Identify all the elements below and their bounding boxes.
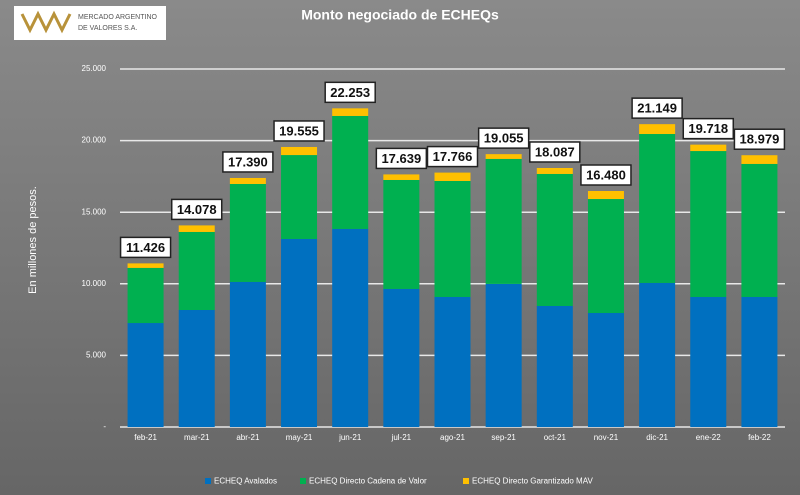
x-tick-label: sep-21: [491, 433, 516, 442]
logo-text: DE VALORES S.A.: [78, 25, 137, 32]
legend-label: ECHEQ Directo Garantizado MAV: [472, 477, 593, 486]
total-label-box: [119, 236, 172, 259]
x-tick-label: ene-22: [696, 433, 721, 442]
bar-segment: [178, 225, 215, 232]
legend-swatch: [463, 478, 469, 484]
total-label: 14.078: [177, 202, 217, 217]
bar-segment: [178, 231, 215, 311]
bar-segment: [127, 323, 164, 427]
total-label: 19.718: [688, 121, 728, 136]
total-label-box: [733, 128, 786, 150]
bar-segment: [639, 134, 676, 283]
total-label: 18.979: [740, 132, 780, 147]
total-label-box: [375, 147, 428, 170]
legend-label: ECHEQ Directo Cadena de Valor: [309, 477, 427, 486]
y-tick-label: -: [103, 422, 106, 431]
x-tick-label: feb-22: [748, 433, 771, 442]
bar-segment: [434, 180, 471, 297]
bar-segment: [485, 158, 522, 284]
bar-segment: [281, 155, 318, 239]
bar-segment: [485, 283, 522, 427]
total-label: 18.087: [535, 144, 575, 159]
x-tick-label: jun-21: [338, 433, 362, 442]
bar-segment: [639, 124, 676, 135]
x-tick-label: mar-21: [184, 433, 210, 442]
bar-segment: [281, 238, 318, 427]
y-tick-label: 25.000: [82, 64, 107, 73]
total-label-box: [426, 145, 479, 168]
bar-segment: [127, 267, 164, 324]
bar-segment: [741, 163, 778, 297]
total-label-box: [222, 151, 274, 173]
total-label-box: [580, 164, 632, 186]
bar-segment: [383, 288, 420, 427]
y-tick-label: 20.000: [82, 136, 107, 145]
x-tick-label: feb-21: [134, 433, 157, 442]
x-tick-label: oct-21: [544, 433, 567, 442]
bar-segment: [639, 282, 676, 427]
total-label: 11.426: [126, 240, 165, 255]
y-tick-label: 5.000: [86, 351, 107, 360]
bar-segment: [229, 281, 266, 427]
bar-segment: [383, 174, 420, 180]
bar-segment: [741, 155, 778, 164]
bar-segment: [587, 191, 624, 200]
total-label: 21.149: [637, 101, 677, 116]
bar-segment: [383, 179, 420, 289]
x-tick-label: may-21: [286, 433, 313, 442]
total-label-box: [631, 97, 683, 119]
x-tick-label: ago-21: [440, 433, 465, 442]
bar-segment: [690, 296, 727, 427]
chart-title: Monto negociado de ECHEQs: [301, 7, 499, 23]
legend-label: ECHEQ Avalados: [214, 477, 277, 486]
total-label-box: [324, 81, 376, 104]
bar-segment: [690, 151, 727, 297]
bar-segment: [229, 177, 266, 184]
bar-segment: [281, 146, 318, 156]
bar-segment: [587, 199, 624, 314]
bar-segment: [536, 305, 573, 427]
y-tick-label: 10.000: [82, 279, 107, 288]
total-label: 17.390: [228, 154, 268, 169]
x-tick-label: jul-21: [391, 433, 412, 442]
bar-segment: [332, 115, 369, 229]
bar-segment: [127, 263, 164, 268]
logo-text: MERCADO ARGENTINO: [78, 14, 158, 21]
x-tick-label: nov-21: [594, 433, 619, 442]
y-axis-label: En millones de pesos.: [27, 186, 39, 294]
x-tick-label: abr-21: [236, 433, 260, 442]
bar-segment: [229, 183, 266, 282]
total-label-box: [529, 141, 581, 163]
total-label: 17.639: [381, 151, 421, 166]
bar-segment: [485, 154, 522, 159]
bar-segment: [332, 228, 369, 427]
bar-segment: [536, 167, 573, 174]
total-label: 22.253: [330, 85, 370, 100]
total-label: 19.055: [484, 131, 524, 146]
legend-swatch: [205, 478, 211, 484]
total-label-box: [170, 198, 223, 221]
bar-segment: [434, 296, 471, 427]
total-label: 16.480: [586, 167, 626, 182]
bar-segment: [587, 313, 624, 427]
y-tick-label: 15.000: [82, 207, 107, 216]
logo-mark: [20, 10, 72, 34]
bar-segment: [178, 310, 215, 427]
bar-segment: [741, 296, 778, 427]
total-label-box: [477, 127, 530, 149]
x-tick-label: dic-21: [646, 433, 668, 442]
logo-box: [14, 6, 166, 40]
bar-segment: [434, 172, 471, 181]
legend-swatch: [300, 478, 306, 484]
bar-segment: [690, 144, 727, 152]
total-label: 19.555: [279, 123, 319, 138]
total-label-box: [682, 117, 735, 140]
bar-segment: [536, 173, 573, 306]
bar-segment: [332, 108, 369, 116]
total-label: 17.766: [433, 149, 473, 164]
total-label-box: [273, 120, 325, 142]
